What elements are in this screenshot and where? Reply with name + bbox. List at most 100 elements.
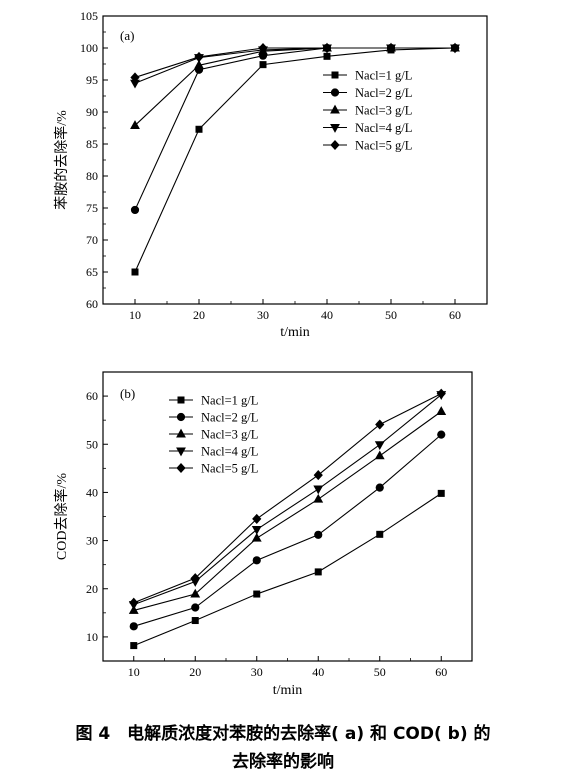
y-axis-label: COD去除率/% — [53, 473, 70, 560]
y-tick-label: 85 — [86, 137, 98, 151]
legend-marker — [330, 139, 340, 151]
legend-label: Nacl=1 g/L — [355, 69, 412, 83]
legend-marker — [330, 104, 340, 114]
figure-charts: 10 20 30 40 50 60 60 65 70 75 80 85 90 95 100 105 t/min 苯… — [53, 9, 488, 698]
data-point-series-5 — [258, 42, 268, 54]
data-point-series-3 — [313, 493, 324, 503]
y-tick-label: 65 — [86, 265, 98, 279]
y-tick-label: 40 — [86, 485, 98, 499]
data-point-series-2 — [437, 430, 446, 439]
data-point-series-5 — [190, 573, 200, 584]
y-tick-label: 70 — [86, 233, 98, 247]
y-axis-label: 苯胺的去除率/% — [53, 110, 70, 210]
legend-label: Nacl=4 g/L — [201, 445, 258, 459]
data-point-series-1 — [437, 489, 445, 497]
data-point-series-2 — [191, 603, 200, 612]
legend-label: Nacl=5 g/L — [355, 139, 412, 153]
y-tick-label: 95 — [86, 73, 98, 87]
y-tick-label: 105 — [80, 9, 98, 23]
x-tick-label: 20 — [193, 308, 205, 322]
y-tick-label: 20 — [86, 582, 98, 596]
data-point-series-3 — [374, 450, 385, 460]
series-line-1 — [134, 47, 456, 273]
data-point-series-4 — [251, 526, 262, 535]
data-point-series-2 — [252, 556, 261, 565]
plot-frame — [102, 15, 488, 305]
data-point-series-3 — [130, 120, 140, 129]
x-tick-label: 50 — [385, 308, 397, 322]
legend-label: Nacl=5 g/L — [201, 462, 258, 476]
panel-label: (b) — [120, 386, 135, 401]
data-point-series-5 — [252, 513, 262, 524]
data-point-series-3 — [436, 406, 447, 415]
legend-marker — [331, 71, 339, 79]
series-line-5 — [133, 393, 442, 604]
legend-marker — [176, 412, 186, 422]
data-point-series-1 — [253, 590, 261, 598]
series-line-2 — [133, 434, 442, 627]
data-point-series-5 — [450, 42, 460, 54]
x-tick-label: 60 — [435, 665, 447, 679]
data-point-series-4 — [313, 485, 324, 495]
data-point-series-5 — [436, 388, 446, 399]
data-point-series-3 — [190, 588, 201, 598]
y-tick-label: 75 — [86, 201, 98, 215]
x-tick-label: 10 — [128, 665, 140, 679]
data-point-series-5 — [130, 72, 140, 83]
legend-label: Nacl=3 g/L — [355, 104, 412, 118]
legend-marker — [330, 124, 340, 133]
x-tick-label: 60 — [449, 308, 461, 322]
y-tick-label: 80 — [86, 169, 98, 183]
legend-marker — [176, 447, 186, 457]
data-point-series-5 — [194, 51, 204, 63]
y-tick-label: 10 — [86, 630, 98, 644]
legend-label: Nacl=2 g/L — [355, 86, 412, 100]
legend-marker — [177, 396, 185, 404]
data-point-series-2 — [130, 205, 140, 215]
data-point-series-1 — [323, 52, 331, 60]
data-point-series-5 — [375, 419, 385, 430]
legend-label: Nacl=2 g/L — [201, 411, 258, 425]
x-tick-label: 30 — [257, 308, 269, 322]
legend-label: Nacl=1 g/L — [201, 394, 258, 408]
series-line-4 — [133, 394, 442, 606]
x-axis-label: t/min — [280, 325, 310, 340]
data-point-series-3 — [251, 532, 262, 542]
chart-panel-2: 10 20 30 40 50 60 10 20 30 40 50 60 t/min COD去除率/% (b)… — [53, 371, 473, 698]
series-line-5 — [134, 47, 455, 78]
x-tick-label: 40 — [321, 308, 333, 322]
x-tick-label: 50 — [374, 665, 386, 679]
series-line-1 — [133, 492, 442, 647]
data-point-series-2 — [375, 483, 384, 492]
panel-label: (a) — [120, 28, 134, 43]
legend-label: Nacl=4 g/L — [355, 121, 412, 135]
x-axis-label: t/min — [273, 683, 303, 698]
data-point-series-1 — [191, 617, 199, 625]
data-point-series-1 — [130, 642, 138, 650]
data-point-series-3 — [194, 59, 204, 69]
y-tick-label: 30 — [86, 534, 98, 548]
data-point-series-1 — [195, 125, 203, 133]
data-point-series-5 — [129, 597, 139, 608]
y-tick-label: 50 — [86, 437, 98, 451]
y-tick-label: 60 — [86, 389, 98, 403]
x-tick-label: 30 — [251, 665, 263, 679]
data-point-series-5 — [386, 42, 396, 54]
figure-caption-line-1: 图 4 电解质浓度对苯胺的去除率( a) 和 COD( b) 的 — [75, 724, 491, 744]
y-tick-label: 90 — [86, 105, 98, 119]
data-point-series-5 — [322, 42, 332, 54]
x-tick-label: 10 — [129, 308, 141, 322]
data-point-series-2 — [129, 622, 138, 631]
series-line-3 — [133, 411, 442, 611]
x-tick-label: 20 — [189, 665, 201, 679]
data-point-series-5 — [313, 470, 323, 481]
legend-label: Nacl=3 g/L — [201, 428, 258, 442]
data-point-series-4 — [374, 441, 385, 451]
y-tick-label: 100 — [80, 41, 98, 55]
legend-marker — [330, 88, 340, 97]
data-point-series-1 — [314, 568, 322, 576]
data-point-series-1 — [376, 530, 384, 538]
legend-marker — [176, 428, 186, 438]
x-tick-label: 40 — [312, 665, 324, 679]
data-point-series-1 — [131, 268, 139, 276]
